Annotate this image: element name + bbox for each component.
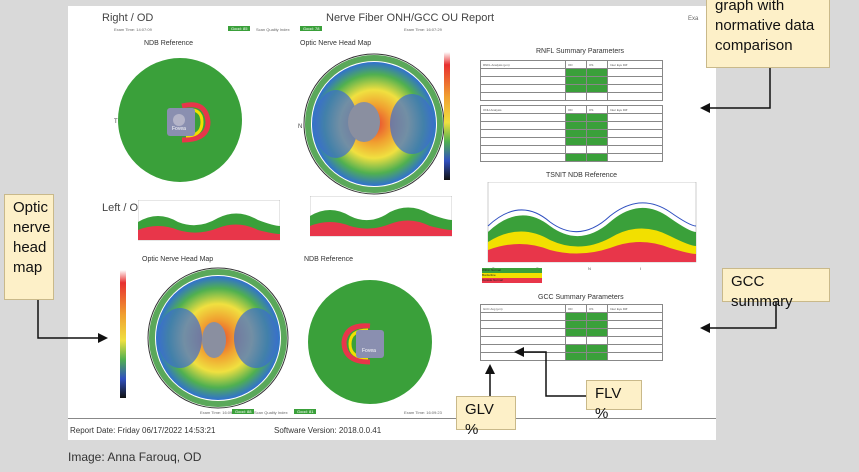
exam-time-top-left: Exam Time: 14:07:09 <box>114 27 152 32</box>
right-eye-label: Right / OD <box>102 12 154 24</box>
tsnit-axis-i: I <box>640 266 641 271</box>
ndb-reference-top-map: Fovea T <box>114 58 242 182</box>
callout-glv: GLV % <box>456 396 516 438</box>
axis-t-top: T <box>114 119 118 125</box>
ndb-reference-top-label: NDB Reference <box>144 40 194 47</box>
good-badge-bottom: Good: 88 <box>232 409 255 414</box>
normative-legend: Within Normal Borderline Outside Normal <box>482 268 542 283</box>
rnfl-summary-title: RNFL Summary Parameters <box>536 48 625 55</box>
axis-n-top: N <box>298 124 302 130</box>
image-caption: Image: Anna Farouq, OD <box>68 450 202 464</box>
rnfl-analysis-table: RNFL Analysis (µm) OD OS Inter Eye Diff <box>480 60 663 101</box>
callout-gcc-summary: GCC summary <box>722 268 830 310</box>
left-eye-label: Left / OS <box>102 202 146 214</box>
exam-time-bottom-right: Exam Time: 16:09:23 <box>404 410 442 415</box>
onh-map-top-label: Optic Nerve Head Map <box>300 40 372 47</box>
sqi-label-bottom: Scan Quality Index <box>254 410 288 415</box>
software-version: Software Version: 2018.0.0.41 <box>274 426 382 435</box>
sqi-label-top: Scan Quality Index <box>256 27 290 32</box>
onh-map-bottom-label: Optic Nerve Head Map <box>142 256 214 263</box>
callout-flv: FLV % <box>586 380 642 422</box>
legend-outside-normal: Outside Normal <box>482 278 542 283</box>
tsnit-axis-n: N <box>588 266 591 271</box>
gcc-summary-title: GCC Summary Parameters <box>538 294 624 301</box>
onh-map-bottom <box>147 267 289 409</box>
footer-divider <box>68 418 716 419</box>
exam-time-bottom-left: Exam Time: 16:09:55 <box>200 410 238 415</box>
good-badge-bottom-2: Good: 81 <box>294 409 317 414</box>
callout-optic-nerve-head-map: Optic nerve head map <box>4 194 54 300</box>
tsnit-mini-left <box>138 200 280 241</box>
good-badge-top: Good: 85 <box>228 26 251 31</box>
onh-analysis-table: ONH Analysis OD OS Inter Eye Diff <box>480 105 663 162</box>
tsnit-graph: T S N I <box>487 182 697 271</box>
tsnit-mini-right <box>310 196 452 237</box>
gcc-table: GCC Avg (µm) OD OS Inter Eye Diff <box>480 304 663 361</box>
thickness-colorbar-bottom <box>120 270 126 398</box>
gcc-summary-table-wrap: GCC Avg (µm) OD OS Inter Eye Diff <box>480 304 663 361</box>
ndb-reference-bottom-map: Fovea <box>308 280 432 404</box>
legend-within-normal: Within Normal <box>482 268 542 273</box>
report-date: Report Date: Friday 06/17/2022 14:53:21 <box>70 426 216 435</box>
oct-report: Right / OD Nerve Fiber ONH/GCC OU Report… <box>68 6 716 440</box>
callout-normative-graph: graph with normative data comparison <box>706 0 830 68</box>
report-title: Nerve Fiber ONH/GCC OU Report <box>326 12 495 24</box>
thickness-colorbar-top <box>444 52 450 180</box>
good-badge-top-2: Good: 78 <box>300 26 323 31</box>
fovea-label-bottom: Fovea <box>362 348 376 354</box>
exam-time-cut: Exa <box>688 16 699 22</box>
tsnit-title: TSNIT NDB Reference <box>546 172 618 179</box>
fovea-label-top: Fovea <box>172 126 186 132</box>
legend-borderline: Borderline <box>482 273 542 278</box>
rnfl-summary-table-wrap: RNFL Analysis (µm) OD OS Inter Eye Diff ONH… <box>480 60 663 162</box>
ndb-reference-bottom-label: NDB Reference <box>304 256 354 263</box>
exam-time-top-right: Exam Time: 16:07:29 <box>404 27 442 32</box>
onh-map-top: N <box>298 53 445 195</box>
